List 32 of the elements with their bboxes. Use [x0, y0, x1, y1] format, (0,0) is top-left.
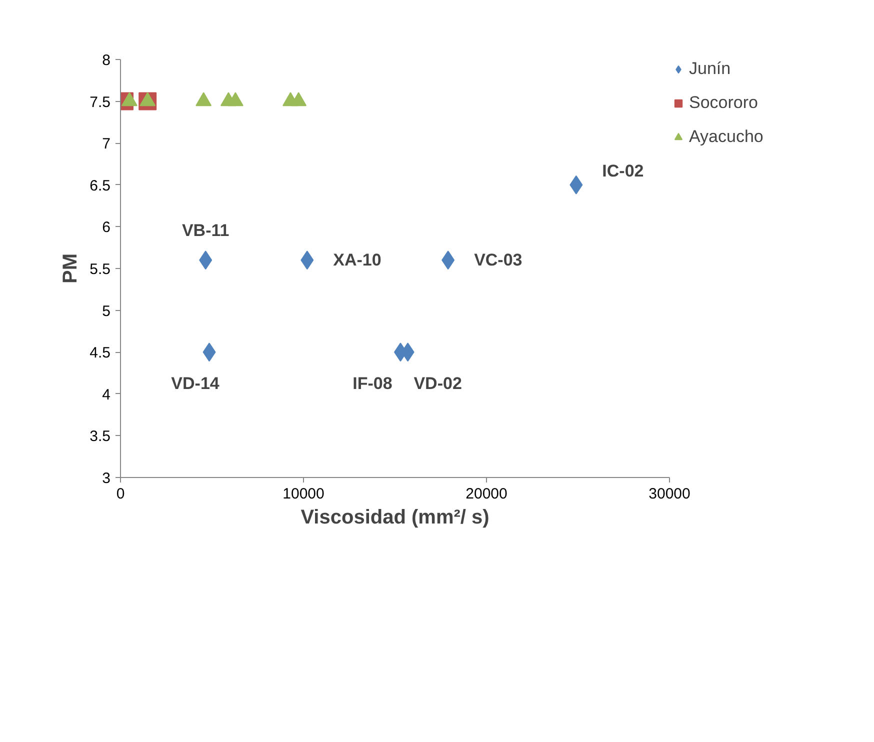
- point: [227, 92, 244, 106]
- point: [196, 92, 212, 106]
- y-tick-label: 5.5: [90, 261, 111, 278]
- y-tick-label: 6: [102, 219, 110, 236]
- legend-label: Socororo: [689, 93, 758, 113]
- annotation: VD-14: [171, 374, 220, 394]
- annotation: VB-11: [182, 221, 230, 240]
- annotation: IF-08: [352, 374, 392, 394]
- x-tick-label: 10000: [282, 486, 324, 502]
- legend-label: Junín: [689, 59, 731, 79]
- y-tick-label: 8: [102, 52, 110, 69]
- annotation: VD-02: [414, 374, 462, 394]
- y-tick-label: 3.5: [90, 428, 111, 446]
- legend-label: Ayacucho: [689, 127, 764, 147]
- x-axis-title: Viscosidad (mm²/ s): [300, 506, 490, 528]
- annotation: XA-10: [333, 250, 382, 270]
- y-axis-title: PM: [60, 254, 82, 284]
- annotation: IC-02: [602, 161, 644, 180]
- point: [140, 92, 156, 106]
- y-tick-label: 4.5: [90, 344, 111, 362]
- annotation: VC-03: [474, 250, 522, 270]
- y-tick-label: 6.5: [90, 177, 111, 194]
- y-tick-label: 5: [102, 302, 110, 320]
- point: [121, 92, 138, 106]
- y-tick-label: 7: [102, 136, 110, 153]
- y-tick-label: 7.5: [90, 94, 111, 111]
- point: [290, 92, 307, 106]
- y-tick-label: 4: [102, 386, 110, 404]
- x-tick-label: 0: [116, 486, 125, 502]
- x-tick-label: 20000: [466, 486, 508, 502]
- y-tick-label: 3: [102, 470, 110, 487]
- x-tick-label: 30000: [648, 486, 690, 502]
